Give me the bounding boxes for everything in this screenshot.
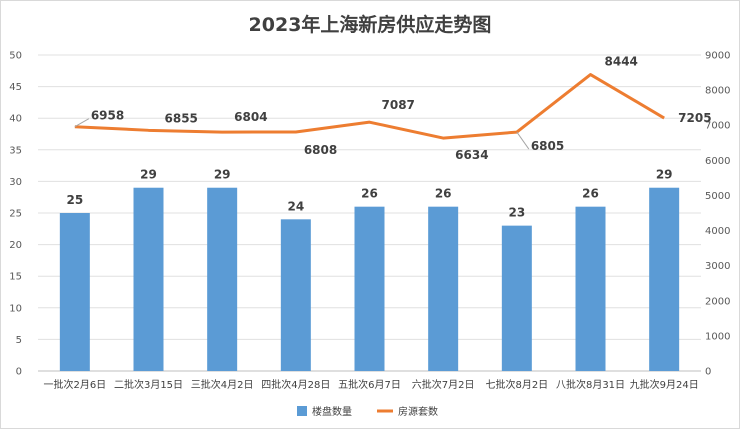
bar-data-label: 29 [140,168,157,182]
bar [207,187,238,371]
right-tick-label: 8000 [705,86,730,97]
line-data-label: 7087 [382,98,415,112]
line-data-label: 6805 [531,139,564,153]
category-label: 五批次6月7日 [338,378,401,391]
right-tick-label: 0 [705,367,711,378]
left-tick-label: 50 [9,51,22,62]
right-axis: 0 1000 2000 3000 4000 5000 6000 7000 8000 9000 [705,51,730,378]
legend-swatch-bar [297,406,307,416]
legend: 楼盘数量 房源套数 [297,405,438,418]
chart-title: 2023年上海新房供应走势图 [249,13,492,36]
bar [354,206,385,371]
left-tick-label: 20 [9,240,22,251]
category-label: 九批次9月24日 [630,378,699,391]
left-tick-label: 25 [9,209,22,220]
legend-label: 房源套数 [398,405,438,418]
right-tick-label: 4000 [705,226,730,237]
right-tick-label: 1000 [705,331,730,342]
left-tick-label: 35 [9,145,22,156]
left-tick-label: 45 [9,82,22,93]
right-tick-label: 6000 [705,156,730,167]
bar-data-label: 29 [656,168,673,182]
category-axis: 一批次2月6日 二批次3月15日 三批次4月2日 四批次4月28日 五批次6月7日 六批次… [43,378,698,391]
right-tick-label: 7000 [705,121,730,132]
left-axis: 0 5 10 15 20 25 30 35 40 45 50 [9,51,22,378]
bar-data-label: 23 [508,206,525,220]
bar-data-label: 29 [214,168,231,182]
bar-data-label: 25 [66,193,83,207]
bar [649,187,680,371]
bar [59,213,90,371]
bar [428,206,459,371]
right-tick-label: 3000 [705,261,730,272]
legend-label: 楼盘数量 [312,405,352,418]
line-data-label: 6804 [234,110,267,124]
label-leader-line [516,131,530,150]
category-label: 六批次7月2日 [412,378,475,391]
line-path [74,73,665,140]
left-tick-label: 30 [9,177,22,188]
category-label: 二批次3月15日 [114,378,183,391]
bar [575,206,606,371]
label-leader-line [74,118,90,128]
bar-data-label: 26 [582,187,599,201]
bar [501,225,532,371]
left-tick-label: 0 [16,367,22,378]
category-label: 四批次4月28日 [261,378,330,391]
line-series: 6958 6855 6804 6808 7087 6634 6805 8444 7205 [74,55,712,162]
left-tick-label: 10 [9,303,22,314]
bar-data-label: 26 [361,187,378,201]
right-tick-label: 5000 [705,191,730,202]
line-data-label: 6958 [91,109,124,123]
line-data-label: 6634 [455,148,488,162]
bar [280,219,311,371]
bar-data-label: 26 [435,187,452,201]
left-tick-label: 15 [9,272,22,283]
category-label: 七批次8月2日 [485,378,548,391]
line-data-label: 8444 [605,55,638,69]
category-label: 三批次4月2日 [191,378,254,391]
line-data-label: 7205 [678,111,711,125]
right-tick-label: 9000 [705,51,730,62]
left-tick-label: 5 [16,335,22,346]
category-label: 八批次8月31日 [556,378,625,391]
bar [133,187,164,371]
right-tick-label: 2000 [705,296,730,307]
line-data-label: 6855 [165,111,198,125]
bar-series: 25 29 29 24 26 26 23 26 29 [59,168,680,371]
bar-data-label: 24 [287,199,304,213]
left-tick-label: 40 [9,114,22,125]
category-label: 一批次2月6日 [43,378,106,391]
line-data-label: 6808 [304,143,337,157]
